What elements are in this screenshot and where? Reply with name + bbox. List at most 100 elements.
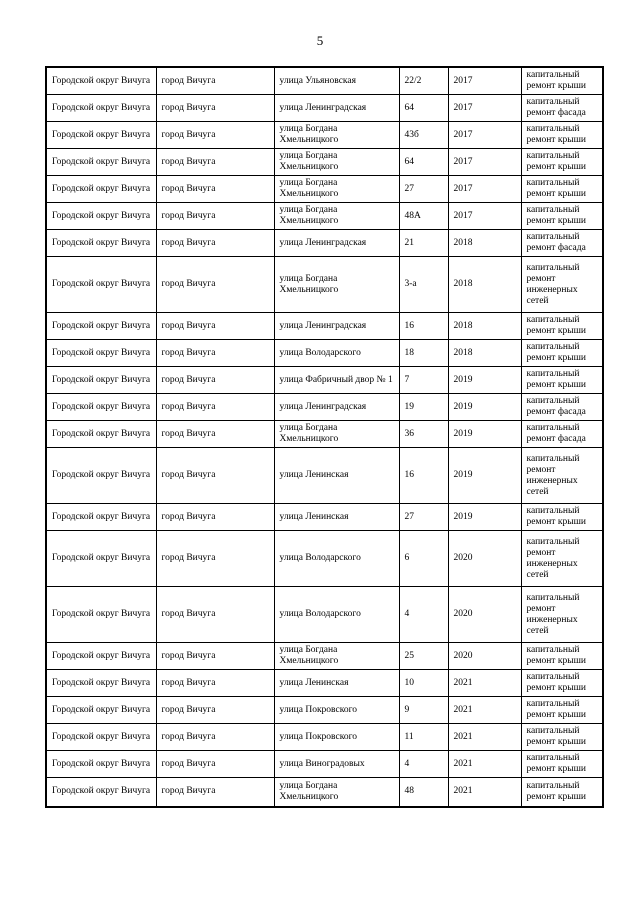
cell-work: капитальный ремонт крыши <box>520 777 604 807</box>
cell-district: Городской округ Вичуга <box>45 202 157 230</box>
cell-work: капитальный ремонт крыши <box>520 696 604 724</box>
cell-year: 2017 <box>447 202 522 230</box>
cell-year: 2021 <box>447 777 522 807</box>
cell-district: Городской округ Вичуга <box>45 696 157 724</box>
cell-street: улица Виноградовых <box>273 750 400 778</box>
cell-house: 4 <box>398 586 449 643</box>
cell-city: город Вичуга <box>155 723 275 751</box>
cell-work: капитальный ремонт крыши <box>520 312 604 340</box>
cell-street: улица Богдана Хмельницкого <box>273 121 400 149</box>
cell-district: Городской округ Вичуга <box>45 750 157 778</box>
cell-district: Городской округ Вичуга <box>45 148 157 176</box>
cell-house: 18 <box>398 339 449 367</box>
cell-city: город Вичуга <box>155 312 275 340</box>
cell-street: улица Ленинская <box>273 447 400 504</box>
cell-district: Городской округ Вичуга <box>45 586 157 643</box>
table-row: Городской округ Вичуга город Вичуга улица … <box>45 669 604 697</box>
cell-house: 25 <box>398 642 449 670</box>
cell-year: 2019 <box>447 447 522 504</box>
cell-year: 2019 <box>447 366 522 394</box>
cell-house: 64 <box>398 148 449 176</box>
cell-year: 2017 <box>447 66 522 95</box>
cell-work: капитальный ремонт крыши <box>520 750 604 778</box>
cell-year: 2019 <box>447 420 522 448</box>
cell-street: улица Ленинградская <box>273 393 400 421</box>
cell-district: Городской округ Вичуга <box>45 339 157 367</box>
cell-year: 2021 <box>447 723 522 751</box>
cell-district: Городской округ Вичуга <box>45 229 157 257</box>
cell-street: улица Ленинградская <box>273 229 400 257</box>
cell-city: город Вичуга <box>155 121 275 149</box>
cell-house: 27 <box>398 175 449 203</box>
cell-work: капитальный ремонт крыши <box>520 642 604 670</box>
table-row: Городской округ Вичуга город Вичуга улица … <box>45 447 604 504</box>
table-row: Городской округ Вичуга город Вичуга улица … <box>45 393 604 421</box>
cell-street: улица Богдана Хмельницкого <box>273 777 400 807</box>
cell-city: город Вичуга <box>155 175 275 203</box>
table-row: Городской округ Вичуга город Вичуга улица … <box>45 202 604 230</box>
cell-house: 9 <box>398 696 449 724</box>
cell-year: 2017 <box>447 121 522 149</box>
cell-street: улица Ленинградская <box>273 312 400 340</box>
cell-house: 43б <box>398 121 449 149</box>
table-row: Городской округ Вичуга город Вичуга улица … <box>45 777 604 807</box>
cell-district: Городской округ Вичуга <box>45 777 157 807</box>
table-row: Городской округ Вичуга город Вичуга улица … <box>45 175 604 203</box>
table-row: Городской округ Вичуга город Вичуга улица … <box>45 420 604 448</box>
cell-work: капитальный ремонт крыши <box>520 66 604 95</box>
table-row: Городской округ Вичуга город Вичуга улица … <box>45 723 604 751</box>
repairs-table: Городской округ Вичуга город Вичуга улица … <box>45 66 604 808</box>
cell-city: город Вичуга <box>155 256 275 313</box>
cell-city: город Вичуга <box>155 586 275 643</box>
cell-city: город Вичуга <box>155 696 275 724</box>
cell-city: город Вичуга <box>155 530 275 587</box>
repairs-table-body: Городской округ Вичуга город Вичуга улица … <box>45 66 604 807</box>
cell-street: улица Володарского <box>273 530 400 587</box>
cell-district: Городской округ Вичуга <box>45 503 157 531</box>
cell-city: город Вичуга <box>155 669 275 697</box>
cell-house: 11 <box>398 723 449 751</box>
cell-district: Городской округ Вичуга <box>45 94 157 122</box>
cell-street: улица Богдана Хмельницкого <box>273 256 400 313</box>
cell-street: улица Богдана Хмельницкого <box>273 420 400 448</box>
cell-city: город Вичуга <box>155 393 275 421</box>
cell-year: 2017 <box>447 175 522 203</box>
cell-year: 2018 <box>447 229 522 257</box>
cell-year: 2021 <box>447 669 522 697</box>
cell-street: улица Володарского <box>273 586 400 643</box>
cell-district: Городской округ Вичуга <box>45 530 157 587</box>
cell-work: капитальный ремонт крыши <box>520 175 604 203</box>
table-row: Городской округ Вичуга город Вичуга улица … <box>45 312 604 340</box>
cell-year: 2020 <box>447 642 522 670</box>
cell-street: улица Покровского <box>273 723 400 751</box>
table-row: Городской округ Вичуга город Вичуга улица … <box>45 256 604 313</box>
cell-city: город Вичуга <box>155 642 275 670</box>
cell-house: 3-а <box>398 256 449 313</box>
cell-work: капитальный ремонт инженерных сетей <box>520 530 604 587</box>
cell-city: город Вичуга <box>155 750 275 778</box>
table-row: Городской округ Вичуга город Вичуга улица … <box>45 121 604 149</box>
cell-year: 2017 <box>447 94 522 122</box>
table-row: Городской округ Вичуга город Вичуга улица … <box>45 66 604 95</box>
cell-district: Городской округ Вичуга <box>45 393 157 421</box>
cell-year: 2021 <box>447 696 522 724</box>
cell-house: 4 <box>398 750 449 778</box>
cell-city: город Вичуга <box>155 366 275 394</box>
cell-work: капитальный ремонт фасада <box>520 393 604 421</box>
cell-street: улица Богдана Хмельницкого <box>273 202 400 230</box>
cell-year: 2017 <box>447 148 522 176</box>
cell-work: капитальный ремонт инженерных сетей <box>520 586 604 643</box>
cell-district: Городской округ Вичуга <box>45 447 157 504</box>
table-row: Городской округ Вичуга город Вичуга улица … <box>45 696 604 724</box>
cell-house: 21 <box>398 229 449 257</box>
cell-district: Городской округ Вичуга <box>45 312 157 340</box>
cell-city: город Вичуга <box>155 447 275 504</box>
table-row: Городской округ Вичуга город Вичуга улица … <box>45 750 604 778</box>
cell-street: улица Ленинская <box>273 503 400 531</box>
cell-street: улица Покровского <box>273 696 400 724</box>
cell-city: город Вичуга <box>155 229 275 257</box>
cell-work: капитальный ремонт крыши <box>520 148 604 176</box>
cell-street: улица Богдана Хмельницкого <box>273 642 400 670</box>
cell-year: 2020 <box>447 586 522 643</box>
cell-street: улица Ульяновская <box>273 66 400 95</box>
